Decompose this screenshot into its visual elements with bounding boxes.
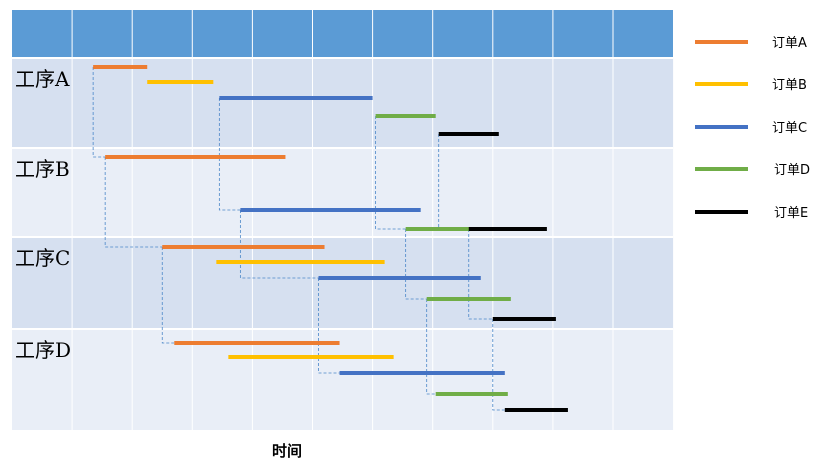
legend-label: 订单D xyxy=(774,163,810,178)
row-label: 工序A xyxy=(15,67,70,91)
dependency-link xyxy=(468,229,493,320)
dependency-link xyxy=(161,247,175,344)
header-band xyxy=(12,10,673,58)
task-bars xyxy=(93,65,568,412)
legend-label: 订单E xyxy=(774,206,808,221)
x-axis-label: 时间 xyxy=(272,442,302,460)
legend-label: 订单B xyxy=(772,78,807,93)
dependency-link xyxy=(92,67,106,158)
dependency-link xyxy=(239,210,319,279)
row-band xyxy=(12,58,674,148)
row-labels: 工序A 工序B 工序C 工序D xyxy=(15,67,71,362)
row-band xyxy=(12,148,674,237)
legend-label: 订单C xyxy=(772,121,807,136)
dependency-link xyxy=(492,319,505,411)
row-label: 工序D xyxy=(15,338,71,362)
row-bands xyxy=(12,58,674,430)
dependency-link xyxy=(426,299,436,395)
legend-label: 订单A xyxy=(772,36,807,51)
dependency-link xyxy=(218,98,241,211)
dependency-link xyxy=(405,229,427,300)
grid-lines xyxy=(12,10,674,430)
row-label: 工序C xyxy=(15,246,70,270)
row-band xyxy=(12,329,674,430)
row-band xyxy=(12,237,674,329)
dependency-link xyxy=(375,116,406,230)
dependency-link xyxy=(104,157,163,248)
row-label: 工序B xyxy=(15,157,70,181)
legend: 订单A 订单B 订单C 订单D 订单E xyxy=(695,36,810,221)
dependency-link xyxy=(318,278,340,374)
